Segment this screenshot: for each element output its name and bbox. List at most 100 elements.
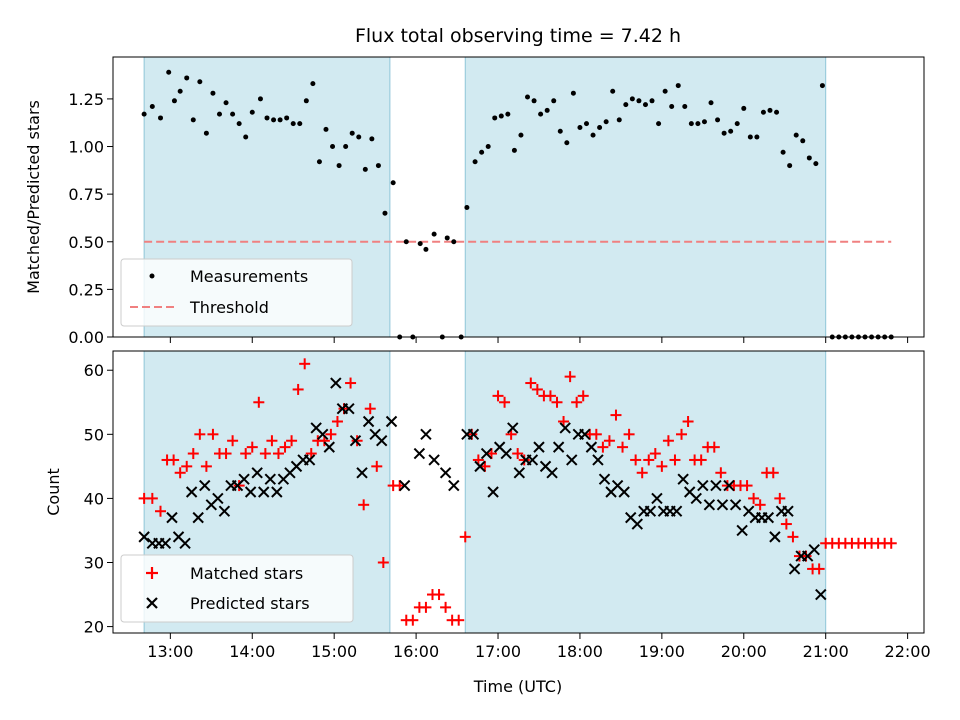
predicted-star-point bbox=[487, 486, 499, 498]
legend-matched-marker bbox=[146, 567, 158, 579]
bottom-x-tick-label: 16:00 bbox=[393, 642, 439, 661]
measurement-point bbox=[656, 121, 662, 127]
measurement-point bbox=[636, 98, 642, 104]
predicted-star-point bbox=[244, 486, 257, 498]
predicted-star-point bbox=[251, 467, 263, 479]
predicted-stars-points bbox=[138, 377, 827, 601]
top-panel: 0.00 0.25 0.50 0.75 1.00 1.25 Matched/Predict… bbox=[24, 56, 925, 347]
top-x-ticks bbox=[169, 337, 909, 343]
top-y-tick-label: 1.00 bbox=[68, 138, 104, 157]
matched-star-point bbox=[194, 428, 206, 440]
predicted-star-point bbox=[385, 415, 398, 428]
measurement-point bbox=[177, 88, 183, 94]
top-y-tick-label: 0.50 bbox=[68, 233, 104, 252]
matched-star-point bbox=[279, 441, 291, 453]
predicted-star-point bbox=[690, 492, 702, 505]
bottom-x-ticks: 13:00 14:00 15:00 16:00 17:00 18:00 19:00 20:00… bbox=[147, 633, 931, 661]
matched-star-point bbox=[512, 448, 524, 460]
matched-star-point bbox=[292, 383, 304, 395]
predicted-star-point bbox=[179, 537, 191, 549]
measurement-point bbox=[297, 121, 303, 127]
matched-star-point bbox=[577, 390, 589, 402]
matched-star-point bbox=[754, 499, 766, 511]
predicted-star-point bbox=[703, 499, 716, 511]
matched-star-point bbox=[286, 435, 298, 447]
matched-star-point bbox=[358, 499, 370, 511]
bottom-x-tick-label: 17:00 bbox=[475, 642, 521, 661]
bottom-y-tick-label: 20 bbox=[84, 618, 104, 637]
measurement-point bbox=[754, 134, 760, 140]
predicted-star-point bbox=[448, 479, 460, 492]
measurement-point bbox=[774, 109, 780, 115]
bottom-x-tick-label: 22:00 bbox=[885, 642, 931, 661]
top-y-tick-label: 0.25 bbox=[68, 280, 104, 299]
measurement-point bbox=[310, 81, 316, 87]
measurement-point bbox=[316, 159, 322, 165]
measurement-point bbox=[349, 130, 355, 136]
predicted-star-point bbox=[533, 441, 545, 453]
measurement-point bbox=[642, 102, 648, 108]
predicted-star-point bbox=[762, 511, 775, 524]
predicted-star-point bbox=[566, 454, 578, 466]
measurement-point bbox=[518, 132, 524, 138]
predicted-star-point bbox=[769, 531, 781, 543]
measurement-point bbox=[525, 94, 531, 100]
bottom-x-tick-label: 13:00 bbox=[147, 642, 193, 661]
matched-star-point bbox=[246, 441, 258, 453]
predicted-star-point bbox=[631, 518, 643, 530]
measurement-point bbox=[688, 121, 694, 127]
observing-window-band bbox=[464, 56, 827, 338]
matched-star-point bbox=[331, 416, 343, 427]
predicted-star-point bbox=[592, 454, 604, 466]
predicted-star-point bbox=[579, 428, 591, 441]
measurement-point bbox=[403, 239, 409, 245]
top-y-tick-label: 0.00 bbox=[68, 328, 104, 347]
measurement-point bbox=[423, 246, 429, 252]
predicted-star-point bbox=[644, 505, 657, 517]
measurement-point bbox=[557, 128, 563, 134]
matched-star-point bbox=[155, 505, 167, 517]
measurement-point bbox=[597, 124, 603, 130]
measurement-point bbox=[813, 161, 819, 167]
measurement-point bbox=[747, 134, 753, 140]
measurement-point bbox=[375, 163, 381, 169]
matched-star-point bbox=[518, 454, 530, 466]
measurement-point bbox=[230, 111, 236, 117]
predicted-star-point bbox=[552, 441, 565, 453]
predicted-star-point bbox=[238, 473, 250, 485]
matched-star-point bbox=[168, 454, 180, 466]
measurement-point bbox=[669, 104, 675, 110]
measurement-point bbox=[336, 163, 342, 169]
bottom-y-axis-label: Count bbox=[44, 468, 63, 516]
bottom-x-tick-label: 14:00 bbox=[229, 642, 275, 661]
matched-star-point bbox=[433, 589, 445, 601]
measurement-point bbox=[417, 241, 423, 247]
measurements-points bbox=[141, 69, 894, 340]
measurement-point bbox=[464, 204, 470, 210]
measurement-point bbox=[492, 115, 498, 121]
bottom-x-tick-label: 20:00 bbox=[721, 642, 767, 661]
predicted-star-point bbox=[729, 499, 742, 511]
matched-star-point bbox=[682, 416, 694, 427]
top-y-tick-label: 1.25 bbox=[68, 90, 104, 109]
bottom-y-tick-label: 50 bbox=[84, 425, 104, 444]
measurement-point bbox=[284, 115, 290, 121]
matched-star-point bbox=[420, 601, 432, 613]
measurement-point bbox=[616, 117, 622, 123]
measurement-point bbox=[787, 163, 793, 169]
matched-star-point bbox=[669, 454, 681, 466]
matched-star-point bbox=[227, 435, 239, 447]
measurement-point bbox=[277, 117, 283, 123]
predicted-star-point bbox=[212, 492, 224, 505]
measurement-point bbox=[472, 159, 478, 165]
matched-star-point bbox=[377, 557, 389, 568]
measurement-point bbox=[166, 69, 172, 75]
matched-star-point bbox=[207, 428, 219, 440]
bottom-legend-box bbox=[120, 554, 354, 623]
measurement-point bbox=[362, 166, 368, 172]
predicted-star-point bbox=[138, 531, 150, 543]
measurement-point bbox=[271, 117, 277, 123]
matched-star-point bbox=[551, 396, 563, 408]
matched-star-point bbox=[233, 480, 245, 492]
